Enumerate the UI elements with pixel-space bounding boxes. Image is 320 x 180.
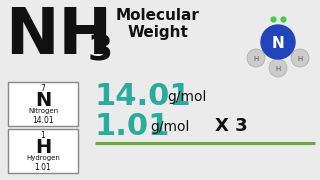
Circle shape <box>261 25 295 59</box>
Text: 14.01: 14.01 <box>95 82 192 111</box>
Text: N: N <box>272 35 284 51</box>
Text: 14.01: 14.01 <box>32 116 54 125</box>
FancyBboxPatch shape <box>8 82 78 126</box>
Text: 1.01: 1.01 <box>35 163 52 172</box>
Text: 3: 3 <box>88 32 113 66</box>
Text: Weight: Weight <box>128 25 188 40</box>
Text: H: H <box>35 138 51 157</box>
Text: Nitrogen: Nitrogen <box>28 108 58 114</box>
Text: NH: NH <box>5 5 112 67</box>
Text: H: H <box>276 66 281 72</box>
Text: N: N <box>35 91 51 110</box>
Text: 1: 1 <box>41 131 45 140</box>
Text: g/mol: g/mol <box>167 90 206 104</box>
Text: X 3: X 3 <box>215 117 248 135</box>
Text: g/mol: g/mol <box>150 120 189 134</box>
Text: 7: 7 <box>41 84 45 93</box>
FancyBboxPatch shape <box>8 129 78 173</box>
Circle shape <box>247 49 265 67</box>
Text: Hydrogen: Hydrogen <box>26 155 60 161</box>
Circle shape <box>291 49 309 67</box>
Circle shape <box>269 59 287 77</box>
Text: H: H <box>253 56 259 62</box>
Text: 1.01: 1.01 <box>95 112 170 141</box>
Text: Molecular: Molecular <box>116 8 200 23</box>
Text: H: H <box>297 56 303 62</box>
